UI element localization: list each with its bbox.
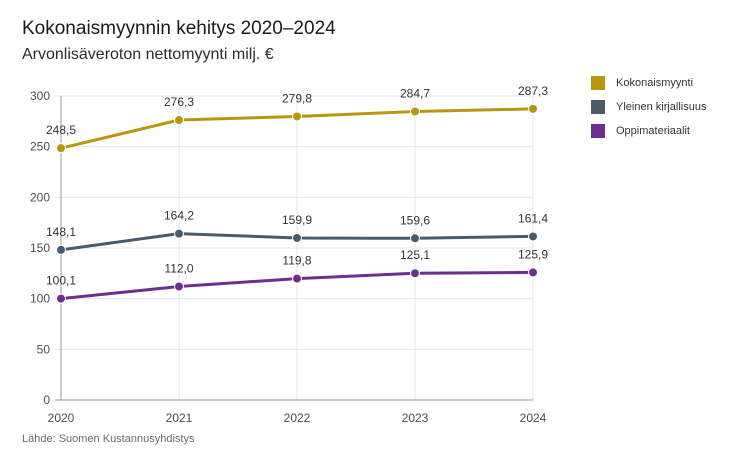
data-label-kokonaismyynti-2022: 279,8 bbox=[282, 91, 312, 105]
legend-swatch-oppimateriaalit bbox=[591, 124, 605, 138]
data-point-oppimateriaalit-2022 bbox=[292, 273, 302, 284]
data-point-oppimateriaalit-2024 bbox=[528, 267, 538, 278]
x-tick-label-2020: 2020 bbox=[48, 411, 75, 425]
chart-subtitle: Arvonlisäveroton nettomyynti milj. € bbox=[22, 46, 274, 63]
data-label-oppimateriaalit-2022: 119,8 bbox=[282, 254, 311, 268]
data-label-yleinen-kirjallisuus-2021: 164,2 bbox=[164, 209, 194, 223]
data-point-kokonaismyynti-2021 bbox=[174, 115, 184, 126]
data-label-oppimateriaalit-2021: 112,0 bbox=[164, 262, 193, 276]
y-tick-label-50: 50 bbox=[37, 342, 51, 356]
data-label-oppimateriaalit-2024: 125,9 bbox=[518, 247, 548, 261]
gridlines bbox=[55, 95, 534, 401]
data-point-yleinen-kirjallisuus-2024 bbox=[528, 231, 538, 242]
chart-title: Kokonaismyynnin kehitys 2020–2024 bbox=[22, 18, 336, 39]
chart-legend: Kokonaismyynti Yleinen kirjallisuus Oppi… bbox=[591, 71, 707, 143]
data-label-kokonaismyynti-2024: 287,3 bbox=[518, 84, 548, 98]
data-point-oppimateriaalit-2021 bbox=[174, 281, 184, 292]
legend-item-kokonaismyynti: Kokonaismyynti bbox=[591, 71, 707, 95]
data-point-kokonaismyynti-2020 bbox=[56, 143, 66, 154]
data-point-oppimateriaalit-2020 bbox=[56, 293, 66, 304]
data-point-yleinen-kirjallisuus-2022 bbox=[292, 232, 302, 243]
y-tick-label-100: 100 bbox=[30, 292, 50, 306]
x-tick-label-2024: 2024 bbox=[520, 411, 547, 425]
y-tick-label-150: 150 bbox=[30, 241, 50, 255]
axis-tick-labels: 0 50 100 150 200 250 300 2020 2021 2022 2023 2024 bbox=[30, 89, 547, 425]
legend-swatch-yleinen-kirjallisuus bbox=[591, 100, 605, 114]
series-oppimateriaalit: 100,1 112,0 119,8 125,1 125,9 bbox=[46, 247, 548, 304]
y-tick-label-0: 0 bbox=[43, 393, 50, 407]
legend-swatch-kokonaismyynti bbox=[591, 76, 605, 90]
data-label-yleinen-kirjallisuus-2023: 159,6 bbox=[400, 213, 430, 227]
x-tick-label-2022: 2022 bbox=[284, 411, 311, 425]
y-tick-label-200: 200 bbox=[30, 190, 50, 204]
data-label-kokonaismyynti-2023: 284,7 bbox=[400, 87, 430, 101]
legend-item-oppimateriaalit: Oppimateriaalit bbox=[591, 119, 707, 143]
data-point-kokonaismyynti-2023 bbox=[410, 106, 420, 117]
data-point-kokonaismyynti-2022 bbox=[292, 111, 302, 122]
data-point-kokonaismyynti-2024 bbox=[528, 103, 538, 114]
y-tick-label-250: 250 bbox=[30, 140, 50, 154]
legend-label-kokonaismyynti: Kokonaismyynti bbox=[616, 77, 694, 89]
data-point-yleinen-kirjallisuus-2021 bbox=[174, 228, 184, 239]
data-label-yleinen-kirjallisuus-2024: 161,4 bbox=[518, 211, 548, 225]
data-point-yleinen-kirjallisuus-2020 bbox=[56, 244, 66, 255]
data-label-oppimateriaalit-2020: 100,1 bbox=[46, 274, 76, 288]
data-point-oppimateriaalit-2023 bbox=[410, 268, 420, 279]
y-tick-label-300: 300 bbox=[30, 89, 50, 103]
data-label-kokonaismyynti-2020: 248,5 bbox=[46, 123, 76, 137]
data-label-yleinen-kirjallisuus-2022: 159,9 bbox=[282, 213, 312, 227]
legend-item-yleinen-kirjallisuus: Yleinen kirjallisuus bbox=[591, 95, 707, 119]
series-kokonaismyynti: 248,5 276,3 279,8 284,7 287,3 bbox=[46, 84, 548, 154]
chart-source: Lähde: Suomen Kustannusyhdistys bbox=[22, 433, 195, 445]
x-tick-label-2023: 2023 bbox=[402, 411, 429, 425]
x-tick-label-2021: 2021 bbox=[166, 411, 193, 425]
legend-label-yleinen-kirjallisuus: Yleinen kirjallisuus bbox=[616, 101, 707, 113]
data-label-oppimateriaalit-2023: 125,1 bbox=[400, 248, 430, 262]
data-label-kokonaismyynti-2021: 276,3 bbox=[164, 95, 194, 109]
data-label-yleinen-kirjallisuus-2020: 148,1 bbox=[46, 225, 76, 239]
series-yleinen-kirjallisuus: 148,1 164,2 159,9 159,6 161,4 bbox=[46, 209, 548, 255]
data-point-yleinen-kirjallisuus-2023 bbox=[410, 233, 420, 244]
legend-label-oppimateriaalit: Oppimateriaalit bbox=[616, 125, 690, 137]
